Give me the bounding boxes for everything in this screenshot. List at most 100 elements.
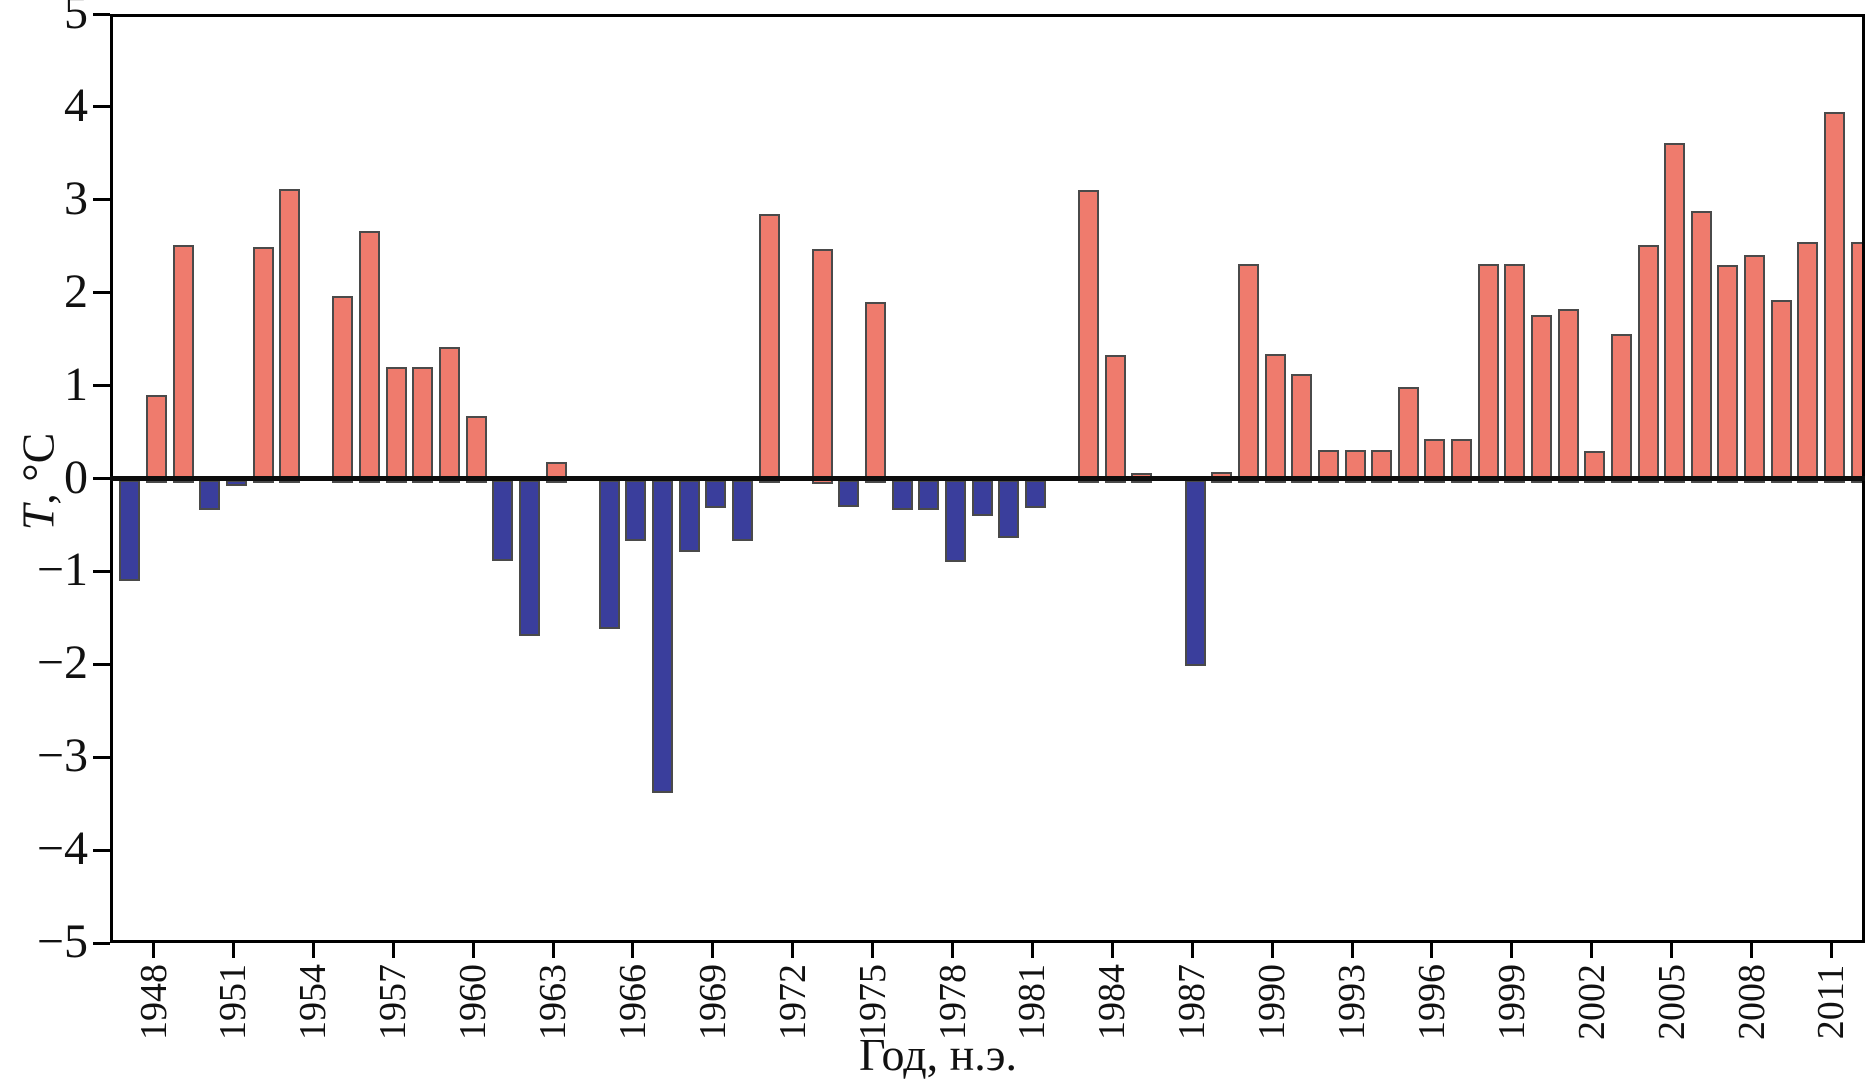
x-tick-2005 (1670, 943, 1674, 958)
x-tick-1978 (951, 943, 955, 958)
bar-1969 (705, 479, 727, 508)
x-tick-2008 (1750, 943, 1754, 958)
x-tick-1954 (311, 943, 315, 958)
bar-2003 (1610, 333, 1632, 484)
bar-1976 (891, 479, 913, 511)
x-tick-1951 (231, 943, 235, 958)
y-tick-−3 (93, 755, 110, 759)
y-tick-label-−1: −1 (36, 543, 88, 597)
y-axis-title-unit: , °C (12, 432, 64, 505)
bar-1999 (1504, 264, 1526, 484)
bar-1948 (146, 395, 167, 484)
bar-1947 (119, 479, 141, 581)
y-tick-1 (93, 384, 110, 388)
y-tick-−4 (93, 848, 110, 852)
bar-2010 (1797, 241, 1819, 484)
x-tick-1948 (152, 943, 155, 958)
bar-1977 (918, 479, 940, 511)
x-tick-1975 (871, 943, 875, 958)
y-tick-label-4: 4 (64, 78, 88, 132)
y-tick-−5 (93, 941, 110, 945)
bar-1992 (1317, 449, 1339, 484)
bar-1998 (1477, 264, 1499, 484)
y-tick-label-−5: −5 (36, 915, 88, 968)
bar-2000 (1530, 315, 1552, 484)
bar-1993 (1344, 449, 1366, 484)
y-tick-label-−3: −3 (36, 729, 88, 783)
y-tick-0 (93, 477, 110, 480)
bar-2002 (1584, 450, 1606, 484)
bar-1957 (385, 367, 407, 484)
bar-1990 (1264, 354, 1286, 484)
bar-1967 (652, 479, 674, 793)
bar-2005 (1664, 143, 1686, 484)
y-tick-3 (93, 198, 110, 202)
bar-1974 (838, 479, 860, 507)
y-tick-label-5: 5 (64, 0, 88, 39)
y-tick-4 (93, 105, 110, 109)
bar-1971 (758, 213, 780, 484)
bar-1980 (998, 479, 1020, 539)
x-tick-1960 (471, 943, 475, 958)
bar-2008 (1744, 254, 1766, 484)
bar-1970 (731, 479, 753, 541)
y-tick-2 (93, 291, 110, 295)
bar-1962 (518, 479, 540, 636)
x-tick-1966 (631, 943, 635, 958)
x-tick-1987 (1190, 943, 1194, 958)
bar-1984 (1104, 355, 1126, 484)
bar-2009 (1770, 300, 1792, 484)
y-tick-5 (93, 12, 110, 16)
bar-1978 (945, 479, 967, 563)
bar-1991 (1291, 373, 1313, 484)
bar-1955 (332, 295, 354, 484)
x-tick-1957 (391, 943, 395, 958)
x-tick-1996 (1430, 943, 1434, 958)
zero-baseline (110, 476, 1865, 481)
y-tick-label-0: 0 (64, 450, 88, 504)
bar-1996 (1424, 438, 1446, 484)
y-tick-label-1: 1 (64, 357, 88, 411)
bar-2004 (1637, 244, 1659, 484)
bar-1956 (359, 230, 381, 484)
y-tick-−1 (93, 569, 110, 573)
bar-1952 (252, 247, 274, 484)
bar-1960 (465, 416, 487, 484)
y-axis-title: T, °C (12, 382, 65, 582)
bar-1959 (438, 346, 460, 484)
x-tick-1993 (1350, 943, 1354, 958)
bar-1968 (678, 479, 700, 553)
y-axis-title-symbol: T (12, 504, 64, 531)
bar-1961 (492, 479, 514, 562)
y-tick-−2 (93, 662, 110, 666)
bar-2001 (1557, 308, 1579, 484)
x-tick-1981 (1030, 943, 1034, 958)
x-tick-2011 (1829, 943, 1833, 958)
y-tick-label-3: 3 (64, 171, 88, 225)
bar-2012 (1850, 241, 1862, 484)
bar-1983 (1078, 189, 1100, 484)
bar-1958 (412, 367, 434, 484)
bar-1997 (1451, 438, 1473, 484)
x-tick-1972 (791, 943, 795, 958)
y-tick-label-2: 2 (64, 264, 88, 318)
bar-1987 (1184, 479, 1206, 667)
y-tick-label-−2: −2 (36, 636, 88, 690)
bar-1995 (1397, 386, 1419, 484)
bar-1994 (1371, 449, 1393, 484)
bar-1965 (598, 479, 620, 630)
bar-1981 (1024, 479, 1046, 508)
bar-1989 (1237, 264, 1259, 484)
bar-1950 (199, 479, 221, 511)
x-tick-2002 (1590, 943, 1594, 958)
bar-2007 (1717, 265, 1739, 484)
x-tick-1969 (711, 943, 715, 958)
x-tick-1984 (1110, 943, 1114, 958)
bar-1949 (172, 244, 194, 484)
x-tick-1999 (1510, 943, 1514, 958)
bar-1953 (279, 188, 301, 484)
x-tick-1990 (1270, 943, 1274, 958)
x-axis-title: Год, н.э. (859, 1029, 1017, 1080)
bar-1979 (971, 479, 993, 516)
